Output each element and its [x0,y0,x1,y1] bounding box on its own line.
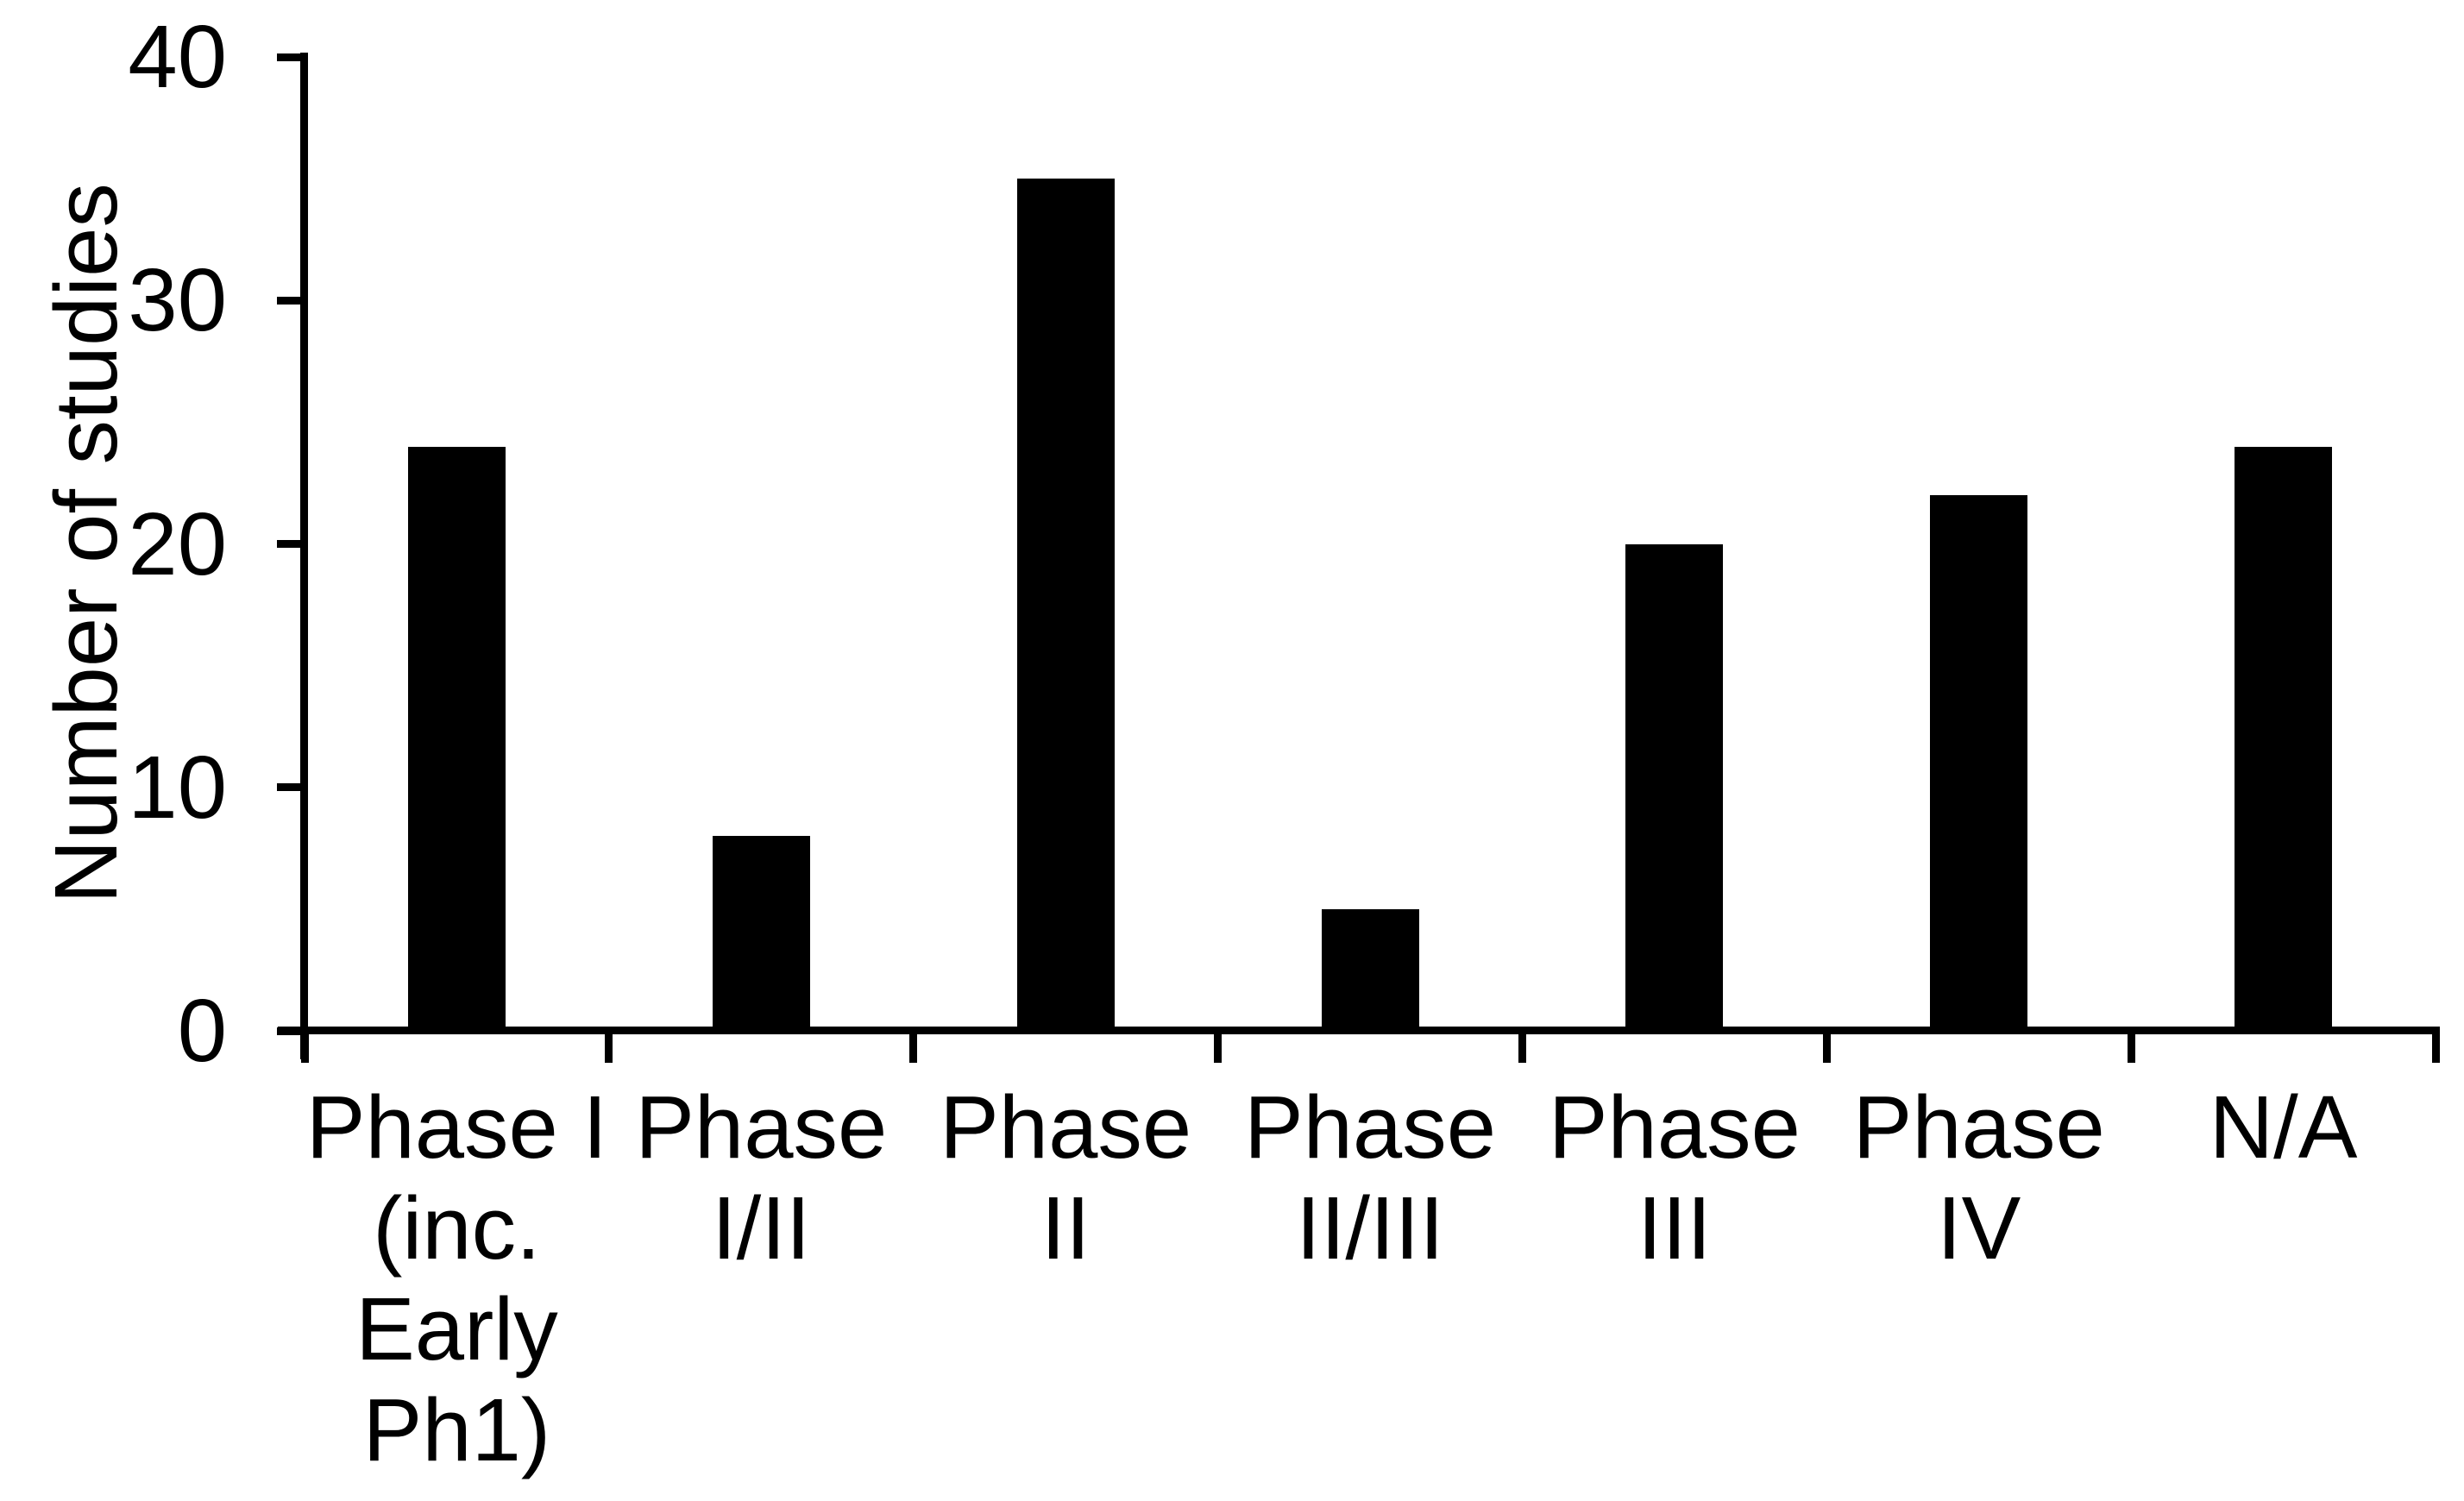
bar [1625,543,1724,1031]
x-category-label-line: IV [1937,1178,2021,1278]
bar [1930,495,2028,1031]
x-axis-tick [909,1031,918,1063]
y-axis-tick [277,296,305,305]
x-axis-tick [2431,1031,2440,1063]
y-axis-tick [277,540,305,548]
x-axis-tick [1822,1031,1831,1063]
x-category-label: N/A [2131,1077,2436,1178]
x-axis-tick [2127,1031,2135,1063]
x-category-label-line: Phase [635,1077,888,1177]
bar [1016,179,1115,1031]
x-category-label: Phase IV [1826,1077,2131,1278]
x-category-label-line: Phase [1243,1077,1497,1177]
x-category-label-line: Phase [1852,1077,2105,1177]
bar [2235,446,2333,1031]
x-category-label: Phase II/III [1218,1077,1523,1278]
y-axis-line [300,53,308,1059]
x-category-label: Phase I/II [609,1077,914,1278]
y-tick-label: 0 [177,981,227,1080]
x-axis-tick [300,1031,309,1063]
x-category-label-line: Early [355,1279,558,1379]
y-axis-title: Number of studies [36,183,135,904]
x-category-label-line: Phase [1548,1077,1801,1177]
x-category-label-line: Phase [940,1077,1192,1177]
x-category-label-line: III [1637,1178,1712,1278]
y-tick-label: 40 [128,7,227,106]
x-category-label: Phase III [1522,1077,1826,1278]
x-category-label-line: Ph1) [362,1380,551,1479]
x-category-label-line: N/A [2209,1077,2358,1177]
y-tick-label: 20 [128,493,227,593]
bar [407,446,506,1031]
bar [1321,908,1419,1031]
x-category-label: Phase I (inc. Early Ph1) [305,1077,609,1480]
x-axis-tick [1214,1031,1223,1063]
bar [712,836,810,1031]
x-category-label-line: II/III [1296,1178,1444,1278]
x-category-label-line: II [1040,1178,1091,1278]
x-category-label-line: (inc. [373,1178,541,1278]
y-axis-tick [277,1027,305,1035]
x-category-label-line: I/II [712,1178,811,1278]
x-axis-tick [605,1031,613,1063]
y-axis-tick [277,53,305,61]
x-category-label-line: Phase I [305,1077,608,1177]
y-tick-label: 30 [128,250,227,350]
x-axis-tick [1518,1031,1526,1063]
y-axis-tick [277,783,305,792]
y-tick-label: 10 [128,737,227,837]
x-category-label: Phase II [914,1077,1218,1278]
